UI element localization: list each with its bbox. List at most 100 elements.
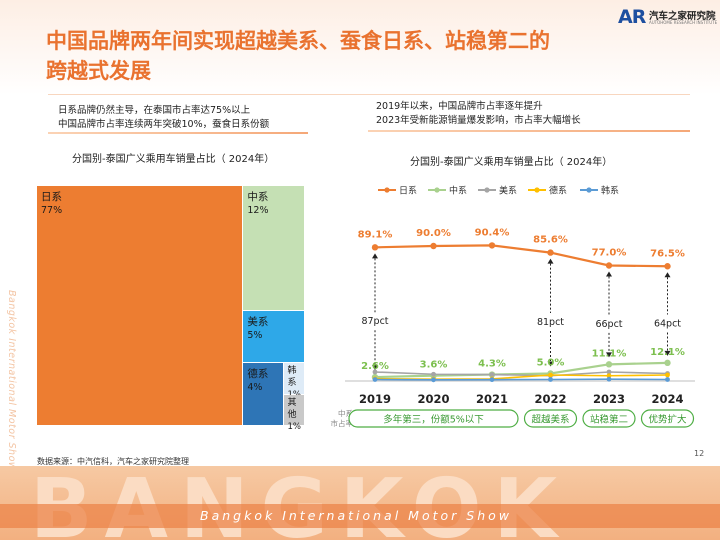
gap-arrow-head-up-3: [606, 271, 612, 277]
treemap-cell-5: 韩系1%: [284, 363, 304, 400]
page-number: 12: [694, 449, 705, 458]
phase-tag-label-4: 优势扩大: [648, 414, 687, 426]
treemap-cell-name: 中系: [247, 191, 269, 203]
treemap-cell-name: 德系: [247, 368, 269, 381]
data-point-s2-6: [664, 359, 671, 367]
phase-tag-1: [348, 409, 519, 428]
legend-label-2: 中系: [449, 185, 467, 197]
legend-marker-2: [434, 187, 440, 193]
data-label-s1-6: 76.5%: [650, 248, 685, 259]
treemap-cell-name: 其他: [287, 397, 297, 420]
footer-strip: [0, 504, 720, 528]
data-point-s1-4: [547, 249, 554, 256]
header-background: [0, 0, 720, 95]
treemap-cell-value: 12%: [247, 205, 269, 216]
legend-label-1: 日系: [399, 186, 417, 197]
treemap-cell-2: 中系 12%: [243, 186, 304, 311]
data-point-s5-2: [431, 377, 436, 383]
legend-label-4: 德系: [549, 185, 567, 197]
phase-tag-label-2: 超越美系: [531, 414, 569, 426]
right-note: 2019年以来，中国品牌市占率逐年提升 2023年受新能源销量爆发影响，市占率大…: [376, 101, 581, 126]
gap-arrow-head-up-4: [664, 272, 671, 278]
gap-arrow-head-down-4: [664, 350, 671, 356]
left-note: 日系品牌仍然主导，在泰国市占率达75%以上 中国品牌市占率连续两年突破10%，蚕…: [58, 105, 270, 130]
treemap-cell-name: 美系: [247, 316, 269, 329]
legend-marker-4: [534, 187, 540, 193]
series-line-5: [374, 378, 668, 381]
legend-marker-3: [484, 187, 490, 193]
gap-label-4: 64pct: [654, 319, 681, 330]
top-deco-line: [48, 94, 690, 95]
footer-event-name: Bangkok International Motor Show: [200, 508, 512, 523]
gap-label-2: 81pct: [537, 317, 564, 328]
data-point-s1-1: [371, 244, 379, 251]
gap-arrow-head-up-1: [372, 253, 378, 259]
data-point-s1-6: [664, 263, 671, 270]
x-tick-5: 2023: [593, 392, 625, 406]
data-point-s3-5: [606, 369, 612, 375]
x-tick-1: 2019: [359, 392, 391, 406]
side-watermark: Bangkok International Motor Show: [6, 290, 17, 471]
data-point-s5-4: [548, 377, 553, 382]
x-tick-2: 2020: [417, 392, 449, 406]
treemap-title: 分国别-泰国广义乘用车销量占比（ 2024年）: [72, 154, 275, 165]
data-label-s2-2: 3.6%: [420, 360, 448, 371]
x-tick-4: 2022: [534, 392, 566, 406]
data-label-s2-4: 5.0%: [537, 358, 565, 369]
data-point-s4-4: [548, 372, 553, 378]
legend-marker-5: [586, 187, 592, 193]
legend-marker-1: [384, 187, 390, 193]
data-point-s5-1: [372, 377, 378, 382]
footer-big-word: BANGKOK: [30, 466, 570, 540]
data-label-s1-2: 90.0%: [416, 228, 451, 239]
gap-arrow-head-down-3: [606, 352, 612, 358]
data-point-s4-6: [665, 372, 670, 378]
gap-arrow-head-down-2: [547, 361, 554, 367]
data-point-s1-5: [605, 262, 613, 269]
data-label-s1-3: 90.4%: [475, 227, 510, 238]
gap-arrow-head-down-1: [372, 365, 378, 371]
data-point-s1-2: [430, 242, 437, 250]
treemap-cell-name: 韩系: [287, 366, 297, 389]
treemap-cell-3: 美系 5%: [243, 311, 304, 363]
data-label-s1-5: 77.0%: [592, 248, 627, 259]
legend-label-5: 韩系: [601, 185, 619, 197]
data-point-s2-5: [605, 361, 613, 368]
phase-tag-2: [523, 409, 578, 428]
footer-banner: BANGKOK Bangkok International Motor Show: [0, 466, 720, 540]
data-label-s2-6: 12.1%: [650, 347, 685, 358]
series-line-1: [374, 244, 668, 268]
phase-tag-label-3: 站稳第二: [590, 414, 628, 426]
data-point-s5-3: [489, 377, 495, 383]
treemap-cell-1: 日系 77%: [37, 186, 243, 425]
series-line-2: [374, 361, 668, 379]
page-title: 中国品牌两年间实现超越美系、蚕食日系、站稳第二的 跨越式发展: [46, 29, 550, 83]
data-label-s2-1: 2.6%: [361, 361, 389, 372]
data-point-s3-3: [489, 372, 495, 377]
data-source: 数据来源：中汽信科，汽车之家研究院整理: [37, 457, 189, 466]
data-point-s4-5: [606, 373, 612, 379]
x-tick-3: 2021: [476, 392, 508, 406]
data-point-s3-2: [431, 371, 436, 377]
data-label-s2-3: 4.3%: [478, 359, 506, 370]
data-label-s1-1: 89.1%: [358, 229, 393, 240]
phase-tag-label-1: 多年第三，份额5%以下: [383, 414, 484, 426]
data-point-s3-1: [372, 369, 378, 375]
treemap-cell-value: 4%: [247, 382, 263, 394]
treemap-cell-4: 德系 4%: [243, 363, 284, 425]
treemap-cell-value: 1%: [287, 421, 301, 432]
data-point-s5-6: [665, 377, 670, 382]
treemap-cell-name: 日系: [41, 191, 62, 203]
treemap-cell-6: 其他 1%: [284, 394, 304, 432]
gap-label-1: 87pct: [361, 316, 388, 327]
data-label-s1-4: 85.6%: [533, 235, 568, 246]
gap-arrow-head-up-2: [547, 258, 554, 264]
treemap-cell-value: 77%: [41, 205, 63, 216]
gap-label-3: 66pct: [595, 319, 622, 330]
autohome-research-logo: AR 汽车之家研究院 AUTOHOME RESEARCH INSTITUTE: [618, 6, 718, 28]
line-chart: 日系 中系 美系 德系 韩系 87pct 81pct 66pct 64pct 89.1% 90.0%…: [330, 185, 695, 428]
data-point-s1-3: [488, 242, 496, 249]
series-line-3: [374, 371, 668, 377]
data-label-s2-5: 11.1%: [592, 348, 627, 359]
